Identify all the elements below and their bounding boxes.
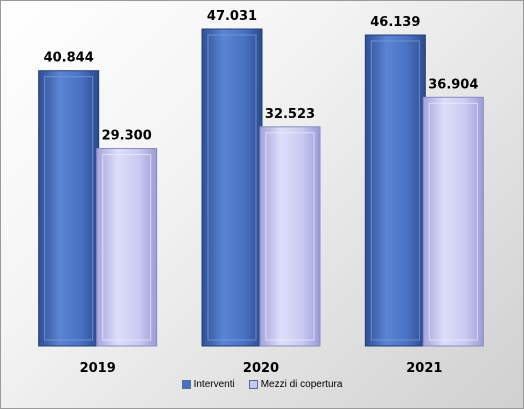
- bar-mezzi-di-copertura-2020: [259, 126, 321, 347]
- value-label-mezzi-di-copertura-2020: 32.523: [265, 107, 315, 122]
- bar-bevel-mezzi-di-copertura-2021: [428, 102, 478, 341]
- bar-interventi-2021: [364, 34, 426, 347]
- category-label-2019: 2019: [80, 361, 116, 376]
- legend-item-mezzi-di-copertura: Mezzi di copertura: [248, 379, 343, 390]
- bar-interventi-2019: [38, 70, 100, 347]
- legend-swatch-mezzi-di-copertura: [248, 380, 258, 389]
- value-label-mezzi-di-copertura-2019: 29.300: [102, 129, 152, 144]
- bar-bevel-interventi-2020: [207, 34, 257, 341]
- category-label-2021: 2021: [406, 361, 442, 376]
- value-label-interventi-2021: 46.139: [370, 15, 420, 30]
- value-label-mezzi-di-copertura-2021: 36.904: [428, 77, 478, 92]
- value-label-interventi-2020: 47.031: [207, 9, 257, 24]
- bar-bevel-mezzi-di-copertura-2020: [265, 132, 315, 341]
- value-label-interventi-2019: 40.844: [44, 51, 94, 66]
- legend: Interventi Mezzi di copertura: [1, 379, 523, 390]
- legend-swatch-interventi: [181, 380, 191, 389]
- bar-bevel-mezzi-di-copertura-2019: [102, 154, 152, 341]
- bar-bevel-interventi-2019: [44, 76, 94, 341]
- category-label-2020: 2020: [243, 361, 279, 376]
- bar-mezzi-di-copertura-2019: [96, 148, 158, 347]
- legend-label-mezzi-di-copertura: Mezzi di copertura: [260, 379, 343, 390]
- legend-label-interventi: Interventi: [193, 379, 235, 390]
- legend-item-interventi: Interventi: [181, 379, 235, 390]
- bar-bevel-interventi-2021: [370, 40, 420, 341]
- bar-interventi-2020: [201, 28, 263, 347]
- bar-mezzi-di-copertura-2021: [422, 96, 484, 347]
